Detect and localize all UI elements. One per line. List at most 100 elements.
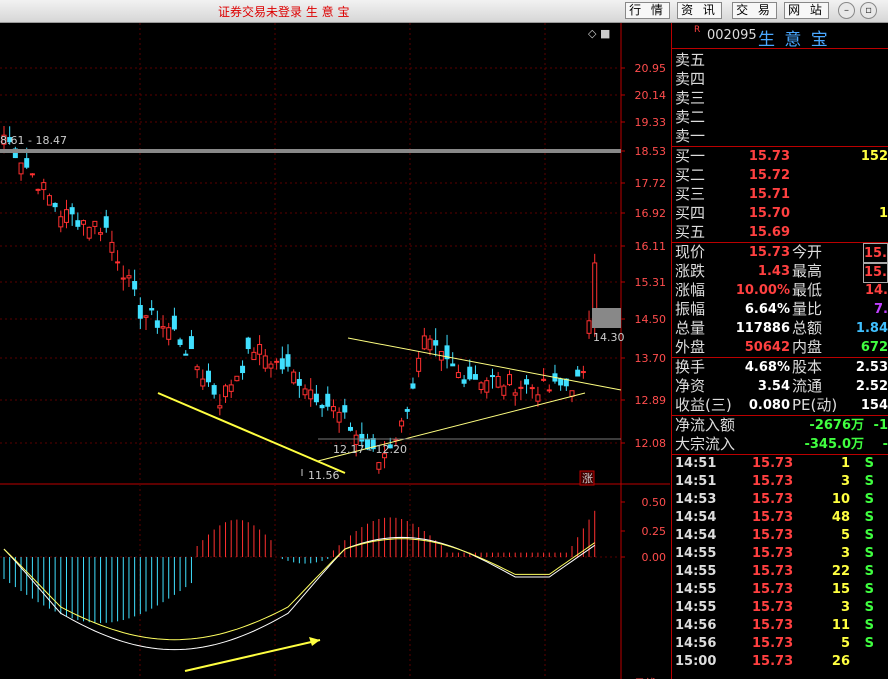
divider (672, 357, 888, 358)
tick-volume: 5 (840, 528, 850, 543)
capital-flows: 净流入额 -2676万 -1 大宗流入 -345.0万 - (672, 416, 888, 454)
stock-name: 生 意 宝 (758, 30, 830, 50)
kline-chart[interactable]: 8.61 - 18.47 14.30 12.17 - 12.20 11.56 涨 20.… (0, 23, 670, 679)
quote-label: 振幅 (675, 300, 706, 318)
buy-orders: 买一 15.73 152 买二 15.72 买三 15.71 买四 15.70 1 买五 15… (672, 147, 888, 242)
candle-body (353, 434, 359, 445)
candle-body (342, 405, 348, 413)
chart-options-icon: ◇ ■ (588, 27, 610, 40)
tick-volume: 1 (840, 456, 850, 471)
quote-label: 量比 (792, 300, 823, 318)
candle-body (137, 305, 143, 319)
tick-time: 14:56 (675, 636, 717, 651)
candle-body (75, 220, 81, 227)
fundamental-row: 换手 4.68% 股本 2.53 (672, 358, 888, 377)
candle-body (115, 261, 121, 264)
minimize-icon[interactable]: – (838, 2, 855, 19)
tick-side: S (864, 528, 874, 543)
quote-value: 14. (864, 283, 888, 298)
trade-button[interactable]: 交 易 (732, 2, 777, 19)
quote-row: 总量 117886 总额 1.84 (672, 319, 888, 338)
quote-label: 最低 (792, 281, 823, 299)
quote-label: 涨跌 (675, 262, 706, 280)
kline-chart-svg: 8.61 - 18.47 14.30 12.17 - 12.20 11.56 涨 20.… (0, 23, 670, 679)
quote-value: 117886 (735, 321, 790, 336)
tick-row: 14:55 15.73 22 S (672, 563, 888, 581)
quote-value: 1.84 (855, 321, 888, 336)
tick-row: 14:54 15.73 48 S (672, 509, 888, 527)
quote-row: 振幅 6.64% 量比 7. (672, 300, 888, 319)
tick-time: 14:55 (675, 546, 717, 561)
fundamental-value: 2.53 (855, 360, 888, 375)
candle-body (541, 378, 547, 381)
tick-time: 15:00 (675, 654, 717, 669)
tick-volume: 11 (831, 618, 850, 633)
sell-row: 卖五 (672, 51, 888, 70)
rise-marker: 涨 (582, 472, 593, 485)
buy-label: 买四 (675, 204, 706, 222)
candle-body (580, 371, 586, 374)
candle-body (35, 188, 41, 191)
candle-body (171, 315, 177, 330)
restore-icon[interactable]: ▫ (860, 2, 877, 19)
quote-value: 50642 (744, 340, 790, 355)
candle-body (194, 366, 200, 371)
quote-stats: 现价 15.73 今开 15. 涨跌 1.43 最高 15. 涨幅 10.00% 最低 14. 振幅 6.… (672, 243, 888, 357)
sell-row: 卖四 (672, 70, 888, 89)
tick-row: 15:00 15.73 26 (672, 653, 888, 671)
candle-body (387, 444, 393, 449)
quote-row: 现价 15.73 今开 15. (672, 243, 888, 264)
sell-orders: 卖五 卖四 卖三 卖二 卖一 (672, 49, 888, 146)
candle-body (154, 320, 160, 328)
candle-body (461, 379, 467, 384)
tick-price: 15.73 (752, 474, 794, 489)
candle-body (291, 371, 297, 384)
candle-body (251, 351, 257, 361)
tick-price: 15.73 (752, 636, 794, 651)
candle-body (223, 385, 229, 398)
price-tick-label: 18.53 (635, 145, 667, 158)
tick-row: 14:54 15.73 5 S (672, 527, 888, 545)
tick-time: 14:51 (675, 474, 717, 489)
range-band (0, 149, 621, 153)
quote-row: 涨幅 10.00% 最低 14. (672, 281, 888, 300)
price-tick-label: 20.14 (635, 89, 667, 102)
candle-body (166, 327, 172, 340)
divider (672, 415, 888, 416)
quote-row: 外盘 50642 内盘 672 (672, 338, 888, 357)
candle-body (268, 363, 274, 369)
candle-body (586, 320, 592, 334)
quote-value: 15.73 (748, 245, 790, 260)
candle-body (382, 453, 388, 459)
news-button[interactable]: 资 讯 (677, 2, 722, 19)
candle-body (518, 386, 524, 389)
buy-row: 买三 15.71 (672, 185, 888, 204)
top-toolbar: 证券交易未登录 生 意 宝 行 情 资 讯 交 易 网 站 – ▫ (0, 0, 888, 23)
candle-body (427, 338, 433, 351)
candle-body (524, 379, 530, 385)
candle-body (529, 387, 535, 390)
candle-body (29, 173, 35, 176)
candle-body (444, 345, 450, 360)
tick-volume: 5 (840, 636, 850, 651)
fundamental-value: 2.52 (855, 379, 888, 394)
quote-label: 外盘 (675, 338, 706, 356)
market-button[interactable]: 行 情 (625, 2, 670, 19)
candle-body (285, 354, 291, 367)
buy-price: 15.69 (748, 225, 790, 240)
divider (672, 454, 888, 455)
buy-label: 买三 (675, 185, 706, 203)
candle-body (183, 353, 189, 356)
candle-body (336, 411, 342, 423)
candle-body (200, 378, 206, 387)
tick-time: 14:55 (675, 600, 717, 615)
tick-list[interactable]: 14:51 15.73 1 S 14:51 15.73 3 S 14:53 15.73 10 S 14:… (672, 455, 888, 671)
buy-row: 买一 15.73 152 (672, 147, 888, 166)
website-button[interactable]: 网 站 (784, 2, 829, 19)
fundamental-label: 流通 (792, 377, 823, 395)
fundamental-value: 0.080 (748, 398, 790, 413)
tick-volume: 3 (840, 600, 850, 615)
macd-series (3, 510, 596, 651)
price-tick-label: 12.89 (635, 394, 667, 407)
candle-body (274, 360, 280, 363)
